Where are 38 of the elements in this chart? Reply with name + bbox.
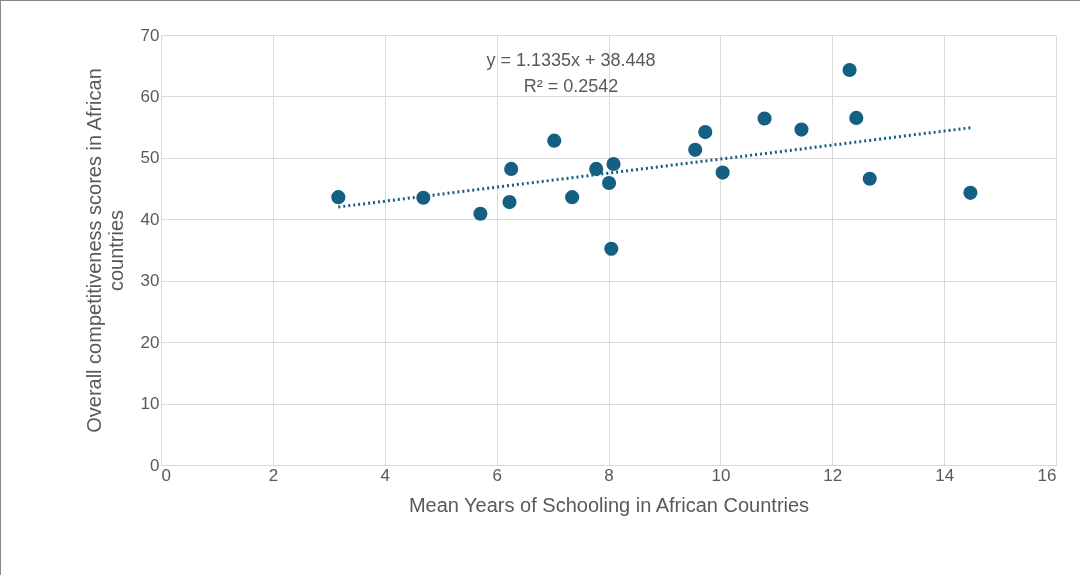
- point: [473, 206, 488, 221]
- point: [589, 161, 604, 176]
- point: [698, 125, 713, 140]
- annotation: R² = 0.2542: [523, 75, 619, 96]
- x-axis-title: Mean Years of Schooling in African Countries: [408, 493, 810, 516]
- x-tick-label: 12: [823, 465, 843, 485]
- y-tick-label: 60: [140, 86, 160, 106]
- x-tick-label: 6: [492, 465, 502, 485]
- x-tick-label: 8: [604, 465, 614, 485]
- point: [842, 62, 857, 78]
- point: [963, 185, 978, 200]
- point: [604, 241, 619, 256]
- point: [504, 161, 519, 176]
- y-tick-label: 50: [140, 148, 160, 168]
- point: [601, 175, 617, 191]
- point: [862, 171, 877, 186]
- y-axis-title: Overall competitiveness scores in African countries: [82, 68, 127, 433]
- point: [547, 133, 562, 148]
- y-tick-label: 10: [140, 394, 160, 414]
- x-tick-label: 2: [268, 465, 279, 485]
- x-tick-label: 14: [935, 465, 955, 485]
- x-tick-label: 4: [380, 465, 390, 485]
- point: [794, 122, 809, 137]
- y-tick-label: 20: [140, 332, 160, 352]
- y-tick-label: 40: [140, 209, 160, 229]
- x-tick-label: 16: [1037, 465, 1057, 485]
- point: [606, 156, 621, 172]
- point: [688, 142, 703, 157]
- point: [715, 165, 730, 180]
- point: [331, 190, 346, 205]
- y-tick-label: 70: [140, 25, 160, 45]
- x-tick-label: 10: [711, 465, 731, 485]
- point: [565, 190, 580, 205]
- y-tick-label: 30: [140, 271, 160, 291]
- point: [502, 195, 517, 210]
- point: [757, 111, 772, 126]
- point: [849, 110, 864, 125]
- annotation: y = 1.1335x + 38.448: [486, 49, 656, 70]
